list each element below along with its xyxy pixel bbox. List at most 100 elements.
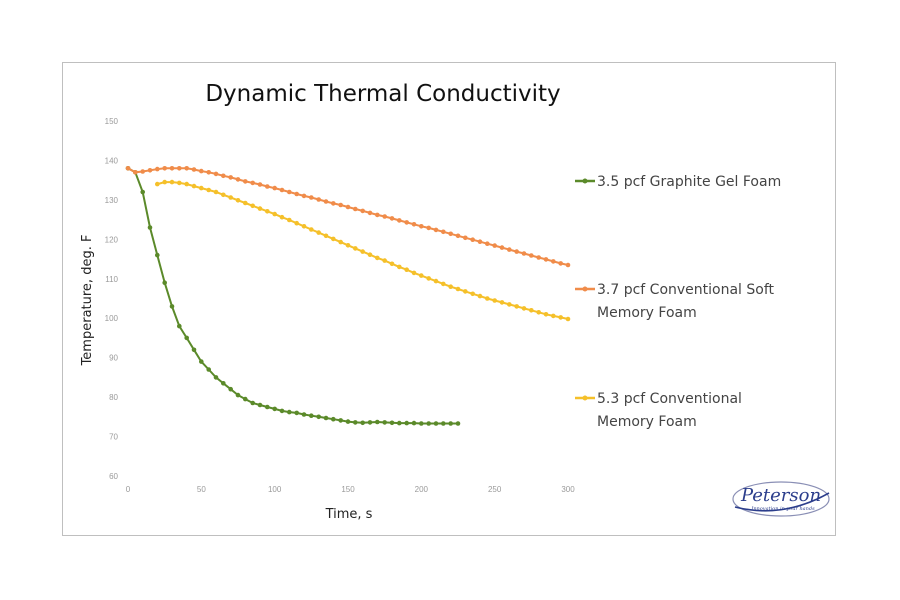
data-point bbox=[514, 249, 519, 254]
data-point bbox=[213, 375, 219, 380]
data-point bbox=[338, 239, 344, 245]
data-point bbox=[441, 421, 446, 426]
data-point bbox=[323, 415, 329, 421]
data-point bbox=[265, 404, 270, 410]
data-point bbox=[529, 308, 534, 313]
data-point bbox=[206, 367, 211, 372]
data-point bbox=[389, 216, 395, 221]
data-point bbox=[463, 235, 468, 241]
data-point bbox=[499, 245, 505, 250]
data-point bbox=[243, 200, 248, 206]
data-point bbox=[177, 323, 182, 329]
data-point bbox=[235, 392, 241, 398]
data-point bbox=[492, 243, 498, 248]
data-point bbox=[213, 189, 219, 195]
data-point bbox=[411, 222, 417, 227]
line-chart: Dynamic Thermal Conductivity 0 50 100 150 20… bbox=[80, 81, 830, 522]
data-point bbox=[243, 179, 248, 184]
legend-label: 3.7 pcf Conventional Soft bbox=[597, 282, 775, 298]
data-point bbox=[367, 420, 373, 425]
data-point bbox=[316, 230, 321, 235]
data-point bbox=[536, 255, 541, 260]
data-point bbox=[140, 189, 145, 195]
data-point bbox=[323, 233, 329, 239]
x-tick-label: 150 bbox=[341, 485, 355, 494]
data-point bbox=[257, 182, 263, 187]
data-point bbox=[441, 229, 446, 235]
legend-label: 5.3 pcf Conventional bbox=[597, 391, 742, 407]
series-line bbox=[127, 167, 458, 425]
data-point bbox=[250, 203, 255, 209]
y-tick-label: 130 bbox=[105, 196, 119, 205]
data-point bbox=[213, 171, 219, 177]
data-point bbox=[257, 402, 263, 408]
data-point bbox=[360, 249, 366, 254]
legend-swatch-marker bbox=[582, 178, 588, 184]
data-point bbox=[419, 224, 424, 229]
data-point bbox=[375, 212, 380, 218]
data-point bbox=[191, 167, 197, 172]
data-point bbox=[331, 236, 336, 242]
data-point bbox=[558, 315, 563, 320]
data-point bbox=[382, 420, 388, 425]
data-point bbox=[360, 420, 366, 426]
data-point bbox=[206, 187, 211, 193]
data-point bbox=[250, 400, 255, 406]
data-point bbox=[404, 267, 410, 272]
y-tick-label: 90 bbox=[109, 354, 118, 363]
data-point bbox=[316, 197, 321, 202]
data-point bbox=[565, 262, 571, 268]
data-point bbox=[448, 421, 454, 426]
y-tick-label: 70 bbox=[109, 433, 118, 442]
y-tick-label: 140 bbox=[105, 156, 119, 165]
data-point bbox=[353, 206, 358, 212]
logo-text: Peterson bbox=[740, 485, 821, 506]
data-point bbox=[235, 177, 241, 182]
legend-entry: 5.3 pcf Conventional Memory Foam bbox=[575, 391, 742, 430]
data-point bbox=[228, 386, 233, 392]
data-point bbox=[433, 278, 439, 284]
data-point bbox=[162, 179, 167, 185]
data-point bbox=[389, 420, 395, 426]
data-point bbox=[367, 210, 373, 216]
data-point bbox=[558, 261, 563, 266]
data-point bbox=[375, 255, 380, 261]
series-3 bbox=[155, 179, 571, 322]
data-point bbox=[543, 312, 549, 317]
data-point bbox=[147, 168, 153, 173]
data-point bbox=[404, 420, 410, 426]
data-point bbox=[345, 419, 351, 424]
data-point bbox=[309, 413, 314, 419]
data-point bbox=[301, 412, 307, 417]
legend-entry: 3.7 pcf Conventional Soft Memory Foam bbox=[575, 282, 775, 321]
data-point bbox=[404, 220, 410, 225]
x-tick-label: 200 bbox=[415, 485, 429, 494]
data-point bbox=[294, 191, 299, 197]
data-point bbox=[492, 298, 498, 303]
data-point bbox=[316, 414, 321, 420]
data-point bbox=[521, 306, 527, 311]
data-point bbox=[265, 209, 270, 214]
data-point bbox=[499, 300, 505, 305]
data-point bbox=[470, 237, 476, 242]
data-point bbox=[353, 420, 358, 425]
data-point bbox=[485, 296, 490, 301]
data-point bbox=[543, 257, 549, 262]
data-point bbox=[228, 175, 233, 180]
axes: 0 50 100 150 200 250 300 60 70 80 90 100 110 120 130 14… bbox=[105, 117, 576, 494]
data-point bbox=[411, 420, 417, 426]
data-point bbox=[536, 310, 541, 315]
data-point bbox=[448, 231, 454, 237]
data-point bbox=[389, 261, 395, 267]
series-2 bbox=[125, 166, 571, 268]
chart-title: Dynamic Thermal Conductivity bbox=[205, 81, 560, 107]
data-point bbox=[294, 220, 299, 226]
series-1 bbox=[125, 166, 461, 426]
x-tick-label: 0 bbox=[126, 485, 131, 494]
data-point bbox=[294, 410, 299, 416]
data-point bbox=[184, 166, 189, 171]
series-line bbox=[127, 167, 569, 266]
data-point bbox=[191, 347, 197, 353]
data-point bbox=[272, 211, 277, 217]
legend-swatch-marker bbox=[582, 395, 588, 401]
